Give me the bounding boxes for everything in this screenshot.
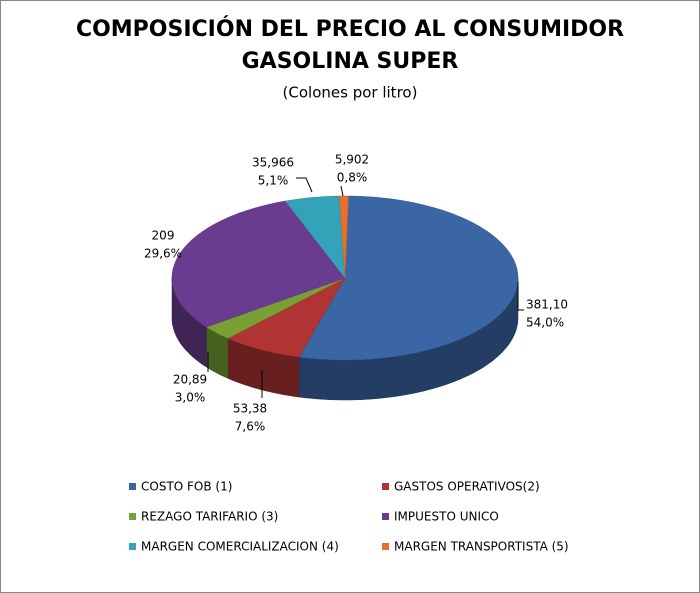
legend-label: COSTO FOB (1): [141, 480, 232, 494]
slice: [171, 200, 346, 328]
legend-marker: [129, 543, 136, 550]
legend-marker: [129, 513, 136, 520]
percent-label: 29,6%: [144, 247, 182, 261]
leader-line: [517, 282, 524, 311]
percent-label: 5,1%: [258, 174, 289, 188]
leader-line: [340, 185, 344, 197]
data-label: 209: [152, 229, 175, 243]
slice: [205, 277, 346, 339]
leader-line: [296, 177, 313, 193]
legend-label: MARGEN COMERCIALIZACION (4): [141, 540, 339, 554]
legend-label: MARGEN TRANSPORTISTA (5): [394, 540, 569, 554]
slice: [284, 195, 346, 279]
data-label: 53,38: [233, 402, 267, 416]
chart-subtitle: (Colones por litro): [283, 84, 418, 102]
slice: [227, 277, 346, 358]
legend-marker: [382, 543, 389, 550]
slice: [339, 195, 349, 279]
data-label: 5,902: [335, 153, 369, 167]
slice: [298, 195, 519, 361]
chart-title-line2: GASOLINA SUPER: [242, 49, 459, 74]
percent-label: 0,8%: [337, 171, 368, 185]
percent-label: 7,6%: [235, 420, 266, 434]
legend-marker: [129, 483, 136, 490]
data-label: 35,966: [252, 156, 294, 170]
percent-label: 3,0%: [175, 391, 206, 405]
legend-label: IMPUESTO UNICO: [394, 510, 499, 524]
legend-marker: [382, 513, 389, 520]
legend-label: GASTOS OPERATIVOS(2): [394, 480, 540, 494]
chart-title: COMPOSICIÓN DEL PRECIO AL CONSUMIDOR: [76, 16, 624, 42]
percent-label: 54,0%: [526, 316, 564, 330]
legend-label: REZAGO TARIFARIO (3): [141, 510, 278, 524]
data-label: 381,10: [526, 298, 568, 312]
data-label: 20,89: [173, 373, 207, 387]
legend-marker: [382, 483, 389, 490]
